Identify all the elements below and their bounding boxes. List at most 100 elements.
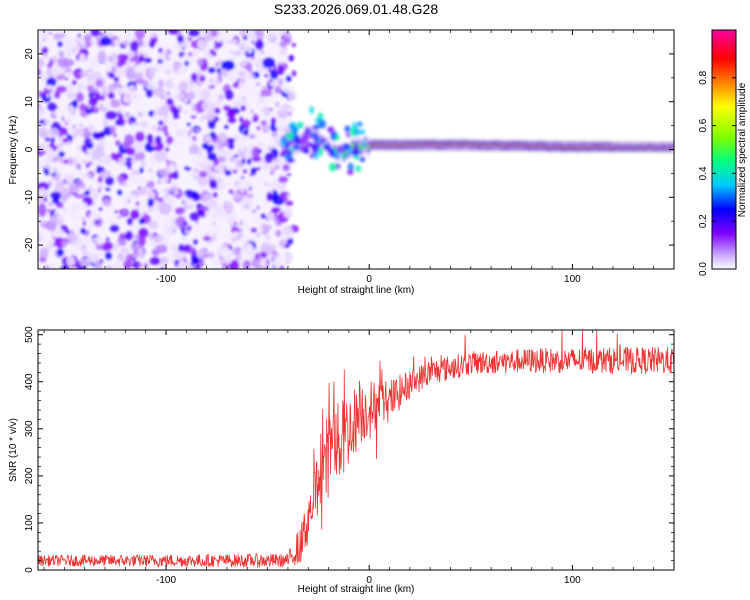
spectrogram-noise-blob (60, 265, 70, 269)
spectrogram-noise-blob (259, 98, 265, 103)
spectrogram-onset-blob (285, 132, 294, 139)
spectrogram-noise-blob (122, 210, 126, 214)
spectrogram-noise-blob (164, 131, 170, 137)
spectrogram-noise-blob (79, 103, 87, 112)
spectrogram-noise-blob (46, 209, 52, 213)
spectrogram-noise-blob (168, 52, 180, 61)
spectrogram-noise-blob (249, 238, 256, 243)
spectrogram-noise-blob (126, 118, 131, 124)
spectrogram-noise-blob (227, 69, 240, 83)
spectrogram-noise-blob (173, 123, 178, 128)
spectrogram-noise-blob (265, 211, 276, 222)
spectrogram-onset-blob (340, 155, 347, 160)
spectrogram-noise-blob (139, 57, 144, 63)
spectrogram-noise-blob (140, 160, 147, 168)
spectrogram-noise-blob (46, 77, 57, 88)
spectrogram-noise-blob (169, 187, 178, 194)
y-tick-label: 400 (24, 373, 35, 390)
spectrogram-noise-blob (176, 92, 186, 100)
spectrogram-noise-blob (240, 105, 246, 112)
spectrogram-noise-blob (241, 61, 248, 67)
spectrogram-noise-blob (155, 213, 161, 221)
spectrogram-noise-blob (69, 105, 74, 109)
spectrogram-noise-blob (153, 110, 159, 116)
spectrogram-noise-blob (267, 141, 275, 148)
spectrogram-noise-blob (271, 130, 278, 138)
spectrogram-noise-blob (168, 254, 174, 259)
spectrogram-noise-blob (49, 141, 55, 148)
spectrogram-noise-blob (124, 111, 131, 119)
spectrogram-noise-blob (45, 84, 54, 90)
spectrogram-noise-blob (61, 134, 68, 139)
spectrogram-noise-blob (182, 212, 186, 216)
spectrogram-onset-blob (309, 153, 315, 159)
spectrogram-noise-blob (269, 69, 279, 80)
spectrogram-onset-blob (352, 155, 361, 160)
spectrogram-noise-blob (157, 120, 164, 126)
snr-y-label: SNR (10 * v/v) (8, 418, 19, 482)
spectrogram-noise-blob (58, 151, 66, 158)
spectrogram-noise-blob (183, 36, 188, 42)
spectrogram-onset-blob (286, 158, 295, 163)
spectrogram-noise-blob (38, 68, 42, 76)
spectrogram-noise-region (38, 30, 299, 269)
spectrogram-noise-blob (209, 78, 213, 83)
spectrogram-noise-blob (207, 84, 216, 90)
spectrogram-noise-blob (147, 198, 154, 207)
spectrogram-x-label: Height of straight line (km) (298, 285, 415, 296)
spectrogram-noise-blob (62, 159, 69, 165)
spectrogram-noise-blob (178, 223, 185, 231)
spectrogram-noise-blob (278, 150, 282, 155)
spectrogram-noise-blob (38, 202, 47, 217)
spectrogram-x-ticks: -100 0 100 (43, 30, 675, 285)
spectrogram-noise-blob (225, 38, 232, 44)
spectrogram-noise-blob (98, 138, 106, 147)
spectrogram-noise-blob (81, 79, 88, 86)
spectrogram-noise-blob (159, 256, 169, 266)
spectrogram-onset-blob (284, 153, 293, 160)
spectrogram-noise-blob (242, 169, 248, 174)
spectrogram-noise-blob (125, 67, 136, 81)
spectrogram-noise-blob (44, 266, 50, 269)
spectrogram-noise-blob (267, 31, 276, 41)
spectrogram-noise-blob (81, 217, 86, 222)
spectrogram-noise-blob (269, 81, 276, 87)
spectrogram-noise-blob (51, 181, 58, 189)
spectrogram-noise-blob (239, 189, 246, 194)
spectrogram-signal-blob (670, 145, 674, 148)
spectrogram-noise-blob (75, 92, 85, 103)
spectrogram-noise-blob (214, 40, 218, 46)
spectrogram-noise-blob (130, 61, 137, 67)
spectrogram-noise-blob (145, 190, 156, 201)
spectrogram-noise-blob (149, 173, 155, 182)
spectrogram-noise-blob (214, 141, 220, 149)
colorbar-tick-label: 0.2 (698, 214, 709, 228)
spectrogram-noise-blob (187, 52, 193, 57)
spectrogram-noise-blob (214, 164, 225, 173)
spectrogram-noise-blob (233, 231, 239, 237)
spectrogram-noise-blob (232, 247, 241, 256)
spectrogram-noise-blob (192, 159, 198, 165)
spectrogram-onset-blob (335, 146, 343, 154)
spectrogram-noise-blob (255, 82, 260, 87)
spectrogram-noise-blob (230, 235, 238, 243)
spectrogram-noise-blob (283, 30, 292, 39)
spectrogram-noise-blob (245, 104, 251, 111)
spectrogram-noise-blob (134, 102, 141, 110)
spectrogram-noise-blob (287, 105, 296, 113)
spectrogram-noise-blob (278, 47, 288, 57)
spectrogram-onset-blob (318, 119, 327, 129)
spectrogram-noise-blob (268, 181, 279, 190)
spectrogram-noise-blob (134, 30, 146, 39)
spectrogram-noise-blob (262, 143, 266, 149)
spectrogram-noise-blob (254, 39, 264, 51)
spectrogram-noise-blob (63, 173, 75, 183)
spectrogram-noise-blob (255, 100, 261, 107)
spectrogram-noise-blob (266, 191, 273, 202)
spectrogram-noise-blob (78, 52, 87, 65)
spectrogram-noise-blob (138, 235, 147, 247)
spectrogram-noise-blob (38, 128, 49, 138)
spectrogram-noise-blob (189, 144, 200, 155)
spectrogram-noise-blob (220, 181, 223, 186)
spectrogram-noise-blob (53, 228, 66, 238)
